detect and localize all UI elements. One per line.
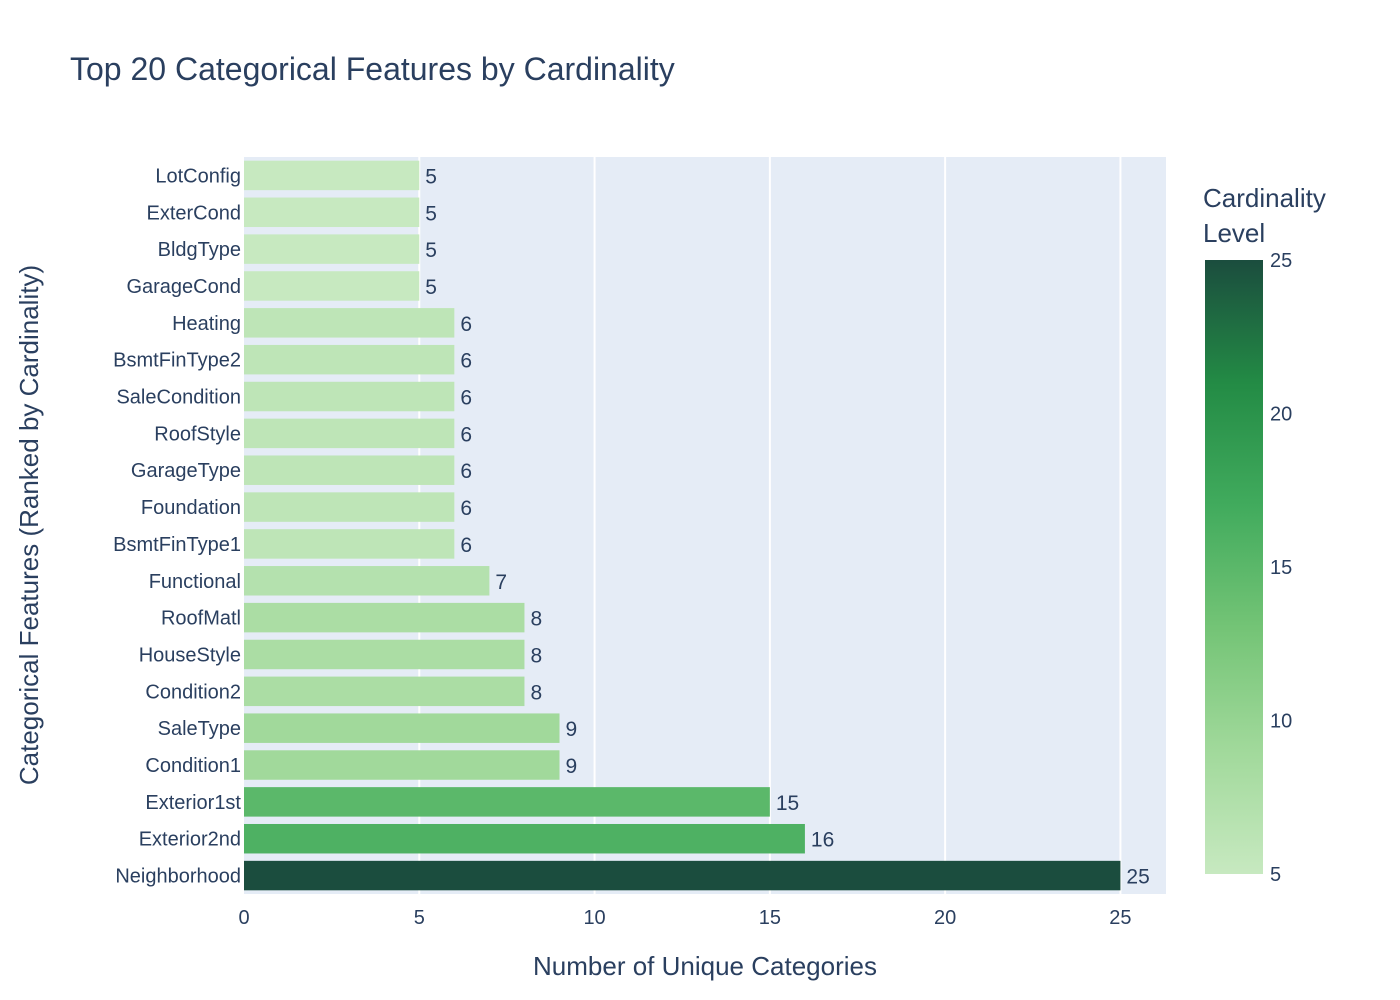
y-tick-label: SaleType: [158, 718, 241, 740]
bar: [244, 529, 455, 559]
bar: [244, 713, 560, 743]
bar-value-label: 9: [566, 718, 578, 741]
bar: [244, 639, 525, 670]
bar-value-label: 5: [425, 239, 437, 262]
plot-background: [244, 157, 1166, 894]
bar: [244, 344, 455, 375]
x-tick-label: 20: [934, 907, 956, 929]
bar: [244, 308, 455, 338]
x-tick-label: 25: [1109, 907, 1131, 929]
bar-value-label: 8: [530, 644, 542, 667]
x-tick-label: 10: [583, 907, 605, 929]
bar-value-label: 25: [1126, 866, 1149, 889]
bar: [244, 455, 455, 485]
colorbar-tick-label: 25: [1270, 250, 1292, 272]
colorbar-tick-label: 20: [1270, 404, 1292, 426]
bar: [244, 602, 525, 633]
y-tick-label: RoofStyle: [154, 423, 241, 445]
colorbar-tick-label: 10: [1270, 711, 1292, 733]
bar-value-label: 5: [425, 202, 437, 225]
x-axis-ticks: 0 5 10 15 20 25: [238, 907, 1131, 929]
bar: [244, 234, 420, 264]
bar-value-label: 8: [530, 681, 542, 704]
y-tick-label: Condition2: [145, 681, 241, 703]
y-tick-label: Exterior1st: [145, 792, 241, 814]
bar-value-label: 6: [460, 387, 472, 410]
bar: [244, 418, 455, 449]
bar-value-label: 6: [460, 460, 472, 483]
y-tick-label: SaleCondition: [116, 387, 241, 409]
bar: [244, 860, 1121, 891]
bar: [244, 197, 420, 228]
bar: [244, 381, 455, 412]
y-tick-label: RoofMatl: [161, 608, 241, 630]
bar: [244, 271, 420, 301]
bar-value-label: 8: [530, 608, 542, 631]
y-tick-label: LotConfig: [155, 165, 241, 187]
bar-value-label: 9: [566, 755, 578, 778]
y-tick-label: BsmtFinType2: [113, 350, 241, 372]
y-tick-label: ExterCond: [147, 202, 242, 224]
x-tick-label: 5: [414, 907, 425, 929]
colorbar: Cardinality Level 5 10 15 20 25: [1203, 183, 1326, 886]
colorbar-tick-label: 5: [1270, 864, 1281, 886]
y-tick-label: BsmtFinType1: [113, 534, 241, 556]
y-tick-label: Neighborhood: [115, 866, 241, 888]
x-tick-label: 0: [238, 907, 249, 929]
bar-value-label: 5: [425, 165, 437, 188]
x-tick-label: 15: [759, 907, 781, 929]
bar-value-label: 6: [460, 313, 472, 336]
bar-value-label: 16: [811, 829, 834, 852]
y-tick-label: HouseStyle: [139, 644, 241, 666]
x-axis-title: Number of Unique Categories: [533, 951, 877, 981]
colorbar-ticks: 5 10 15 20 25: [1270, 250, 1292, 886]
y-tick-label: BldgType: [158, 239, 241, 261]
colorbar-title-line-1: Cardinality: [1203, 183, 1326, 213]
bar-value-label: 5: [425, 276, 437, 299]
bar-value-label: 15: [776, 792, 799, 815]
y-tick-label: GarageType: [131, 460, 241, 482]
colorbar-title-line-2: Level: [1203, 218, 1265, 248]
colorbar-tick-label: 15: [1270, 557, 1292, 579]
bar-value-label: 7: [495, 571, 507, 594]
bar: [244, 160, 420, 191]
bar: [244, 676, 525, 707]
bar-value-label: 6: [460, 350, 472, 373]
bar-value-label: 6: [460, 423, 472, 446]
y-axis-title: Categorical Features (Ranked by Cardinal…: [14, 265, 44, 785]
bar: [244, 492, 455, 522]
y-tick-label: Condition1: [145, 755, 241, 777]
bar: [244, 750, 560, 780]
bar-value-label: 6: [460, 534, 472, 557]
colorbar-gradient: [1205, 260, 1263, 874]
y-tick-label: Exterior2nd: [139, 829, 241, 851]
bar: [244, 787, 770, 817]
y-axis-ticks: LotConfig ExterCond BldgType GarageCond Heat…: [113, 165, 241, 887]
bar: [244, 823, 805, 854]
y-tick-label: Heating: [172, 313, 241, 335]
bar: [244, 566, 490, 596]
bar-value-label: 6: [460, 497, 472, 520]
y-tick-label: GarageCond: [126, 276, 241, 298]
y-tick-label: Foundation: [141, 497, 241, 519]
y-tick-label: Functional: [149, 571, 241, 593]
chart-title: Top 20 Categorical Features by Cardinali…: [70, 51, 675, 87]
